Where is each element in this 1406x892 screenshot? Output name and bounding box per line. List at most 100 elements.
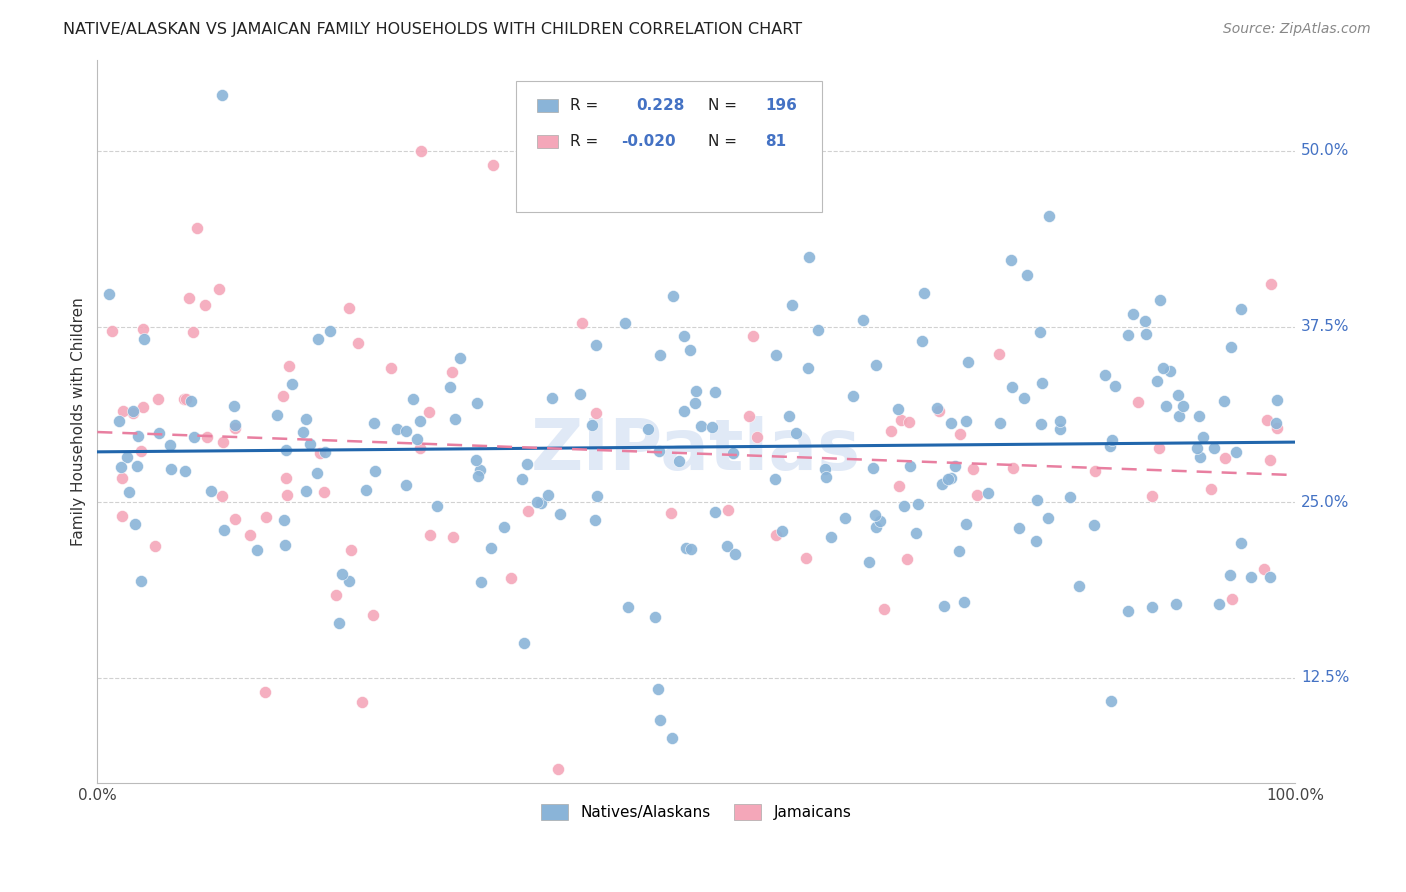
Point [685,158,707,172]
Point [363,416,385,430]
Point [1083,518,1105,533]
Point [441,530,464,544]
Point [239,528,262,542]
Text: 196: 196 [766,98,797,112]
Point [1000,379,1022,393]
Point [889,479,911,493]
Point [207,282,229,296]
Point [700,420,723,434]
Point [1219,567,1241,582]
Point [1031,417,1053,431]
Point [886,402,908,417]
Point [949,427,972,442]
Point [865,359,887,373]
Point [585,489,607,503]
Point [703,385,725,400]
Point [931,477,953,491]
Point [122,406,145,420]
Point [1267,393,1289,408]
Point [380,360,402,375]
Point [661,731,683,745]
Point [659,506,682,520]
Point [763,472,786,486]
Point [647,681,669,696]
Point [409,442,432,456]
Point [325,588,347,602]
Text: N =: N = [709,98,737,112]
Point [1001,461,1024,475]
Point [1191,430,1213,444]
Point [966,488,988,502]
Point [650,144,672,158]
Point [132,400,155,414]
Point [1260,453,1282,467]
Point [439,380,461,394]
Point [1101,433,1123,447]
Point [679,542,702,557]
Point [1140,489,1163,503]
Point [668,453,690,467]
Point [295,411,318,425]
Point [955,516,977,531]
Point [1099,694,1122,708]
Point [1253,561,1275,575]
Point [180,394,202,409]
Text: NATIVE/ALASKAN VS JAMAICAN FAMILY HOUSEHOLDS WITH CHILDREN CORRELATION CHART: NATIVE/ALASKAN VS JAMAICAN FAMILY HOUSEH… [63,22,803,37]
Point [468,463,491,477]
Point [1220,340,1243,354]
Point [1104,379,1126,393]
Point [1152,361,1174,376]
Point [1133,314,1156,328]
Point [799,251,821,265]
Point [148,425,170,440]
Point [501,571,523,585]
Point [675,541,697,555]
Point [186,221,208,235]
Point [195,430,218,444]
Point [807,323,830,337]
Point [1084,464,1107,478]
Point [183,430,205,444]
Point [679,343,702,357]
Point [1000,253,1022,268]
Point [988,416,1011,430]
Point [426,499,449,513]
Point [583,512,606,526]
Point [492,520,515,534]
Point [1007,521,1029,535]
Point [585,338,607,352]
Point [905,525,928,540]
Point [547,762,569,776]
Point [1031,376,1053,390]
Point [409,144,432,158]
Text: ZIPatlas: ZIPatlas [531,416,860,484]
Point [1213,393,1236,408]
Point [108,414,131,428]
Point [1225,445,1247,459]
Text: -0.020: -0.020 [620,134,675,149]
Point [1098,439,1121,453]
Point [146,392,169,407]
Point [266,408,288,422]
Point [194,298,217,312]
Point [1213,451,1236,466]
Point [685,384,707,399]
Point [406,432,429,446]
Point [1036,510,1059,524]
Point [898,415,921,429]
Point [650,713,672,727]
Point [529,496,551,510]
Point [1049,414,1071,428]
Point [865,519,887,533]
Point [765,159,787,173]
Point [211,489,233,503]
Point [292,425,315,439]
Point [815,469,838,483]
Point [274,538,297,552]
Text: 37.5%: 37.5% [1301,319,1350,334]
Point [1049,422,1071,436]
Point [785,425,807,440]
Point [395,425,418,439]
Point [1189,450,1212,464]
Point [224,421,246,435]
